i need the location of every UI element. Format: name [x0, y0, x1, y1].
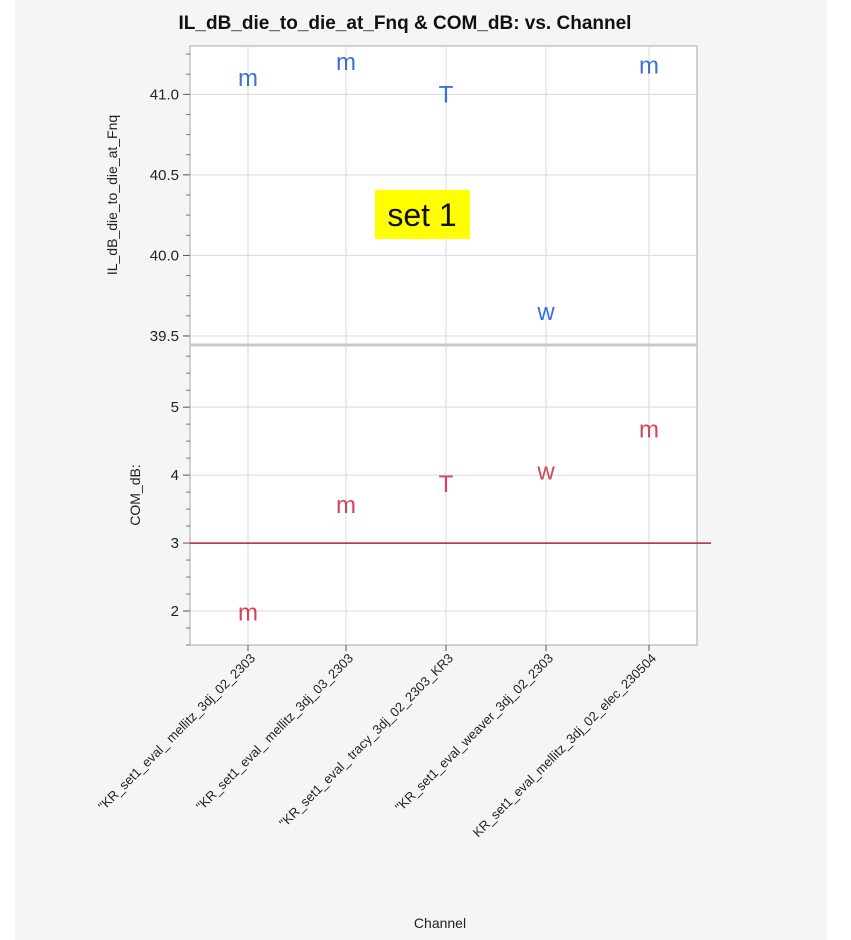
annotation-box [375, 190, 470, 239]
y-tick-label: 3 [171, 535, 179, 552]
data-point-marker: m [639, 417, 659, 444]
x-category-label: "KR_set1_eval_ tracy_3dj_02_2303_KR3 [276, 651, 456, 831]
y-tick-label: 4 [171, 467, 179, 484]
y-tick-label: 5 [171, 399, 179, 416]
chart-title: IL_dB_die_to_die_at_Fnq & COM_dB: vs. Ch… [179, 13, 632, 34]
y-tick-label: 40.0 [150, 247, 179, 264]
x-category-label: "KR_set1_eval_weaver_3dj_02_2303 [392, 651, 556, 815]
data-point-marker: m [336, 492, 356, 519]
x-category-label: "KR_set1_eval_ mellitz_3dj_02_2303 [95, 651, 258, 814]
data-point-marker: m [238, 65, 258, 92]
y-axis-label-bottom: COM_dB: [127, 464, 143, 525]
data-point-marker: m [336, 49, 356, 76]
data-point-marker: T [439, 471, 454, 498]
data-point-marker: m [238, 599, 258, 626]
chart-svg: IL_dB_die_to_die_at_Fnq & COM_dB: vs. Ch… [95, 13, 711, 931]
x-axis-label: Channel [414, 915, 466, 931]
y-tick-label: 40.5 [150, 167, 179, 184]
y-axis-label-top: IL_dB_die_to_die_at_Fnq [104, 115, 120, 275]
data-point-marker: w [536, 459, 555, 486]
data-point-marker: T [439, 81, 454, 108]
annotation-text: set 1 [387, 197, 456, 233]
grid-layer [190, 46, 697, 645]
x-category-label: "KR_set1_eval_ mellitz_3dj_03_2303 [193, 651, 356, 814]
set-annotation: set 1 [375, 190, 470, 239]
category-labels: "KR_set1_eval_ mellitz_3dj_02_2303"KR_se… [95, 651, 659, 840]
data-point-marker: w [536, 299, 555, 326]
x-category-label: KR_set1_eval_mellitz_3dj_02_elec_230504 [470, 651, 659, 840]
ticks-layer: 39.5 40.0 40.5 41.0 2 3 4 5 [150, 53, 650, 651]
y-tick-label: 41.0 [150, 86, 179, 103]
data-point-marker: m [639, 52, 659, 79]
y-tick-label: 39.5 [150, 328, 179, 345]
chart-panel: IL_dB_die_to_die_at_Fnq & COM_dB: vs. Ch… [15, 0, 827, 940]
y-tick-label: 2 [171, 603, 179, 620]
marker-layer: m m Tw m m m T w m [238, 49, 659, 626]
